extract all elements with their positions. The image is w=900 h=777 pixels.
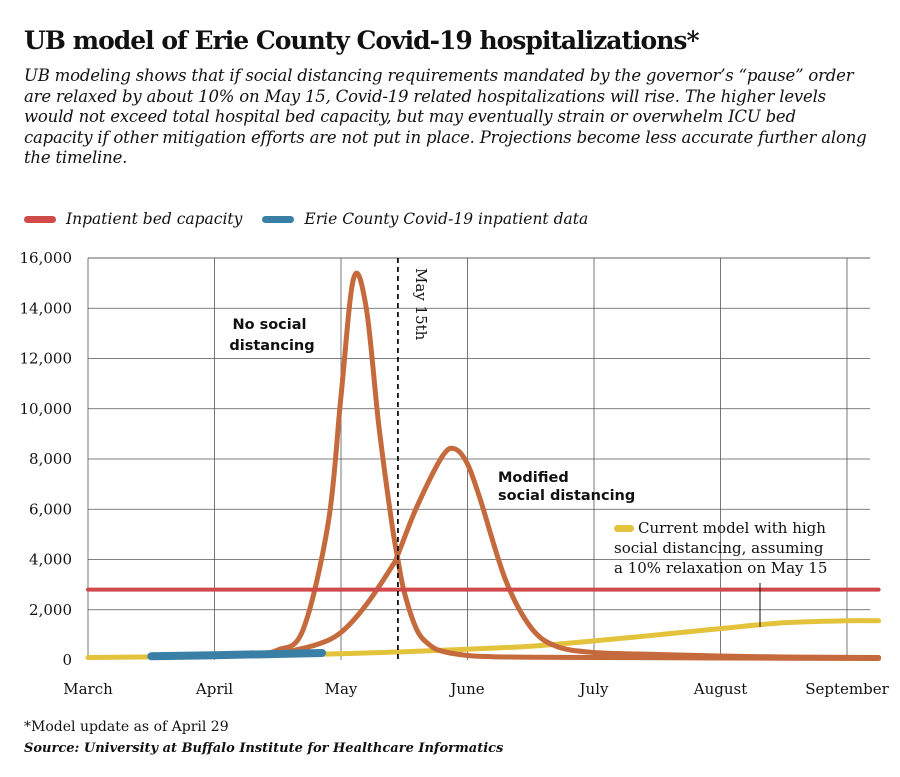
annotation-modified-line1: Modified [498, 470, 569, 486]
series-inpatient-data [147, 649, 326, 661]
x-tick-label: May [325, 680, 358, 698]
x-axis-ticks: March April May June July August September [63, 680, 889, 698]
y-tick-label: 12,000 [20, 350, 73, 368]
legend-label-inpatient-data: Erie County Covid-19 inpatient data [304, 210, 589, 228]
chart-annotations: No social distancing Modified social dis… [229, 268, 831, 627]
annotation-current-model-swatch [614, 525, 634, 532]
legend-swatch-bed-capacity [24, 215, 56, 223]
y-tick-label: 16,000 [20, 249, 73, 267]
chart-grid [87, 257, 870, 660]
series-modified-distancing [275, 445, 882, 660]
annotation-current-model-line3: a 10% relaxation on May 15 [614, 559, 827, 577]
x-tick-label: July [578, 680, 609, 698]
y-tick-label: 6,000 [29, 500, 72, 518]
annotation-no-distancing-line1: No social [232, 317, 306, 333]
y-tick-label: 0 [62, 651, 72, 669]
annotation-current-model: Current model with high social distancin… [614, 519, 831, 577]
x-tick-label: March [63, 680, 113, 698]
chart-series [85, 258, 882, 661]
legend-item-inpatient-data: Erie County Covid-19 inpatient data [262, 210, 588, 228]
annotation-current-model-line2: social distancing, assuming [614, 539, 824, 557]
legend-swatch-inpatient-data [262, 215, 295, 223]
y-tick-label: 14,000 [20, 299, 73, 317]
annotation-current-model-line1: Current model with high [638, 519, 826, 537]
y-tick-label: 2,000 [29, 601, 72, 619]
annotation-no-distancing-line2: distancing [229, 338, 314, 354]
chart-subtitle: UB modeling shows that if social distanc… [24, 66, 867, 167]
x-tick-label: April [195, 680, 233, 698]
y-tick-label: 10,000 [20, 400, 73, 418]
annotation-no-distancing: No social distancing [229, 317, 314, 354]
legend-label-bed-capacity: Inpatient bed capacity [66, 210, 243, 228]
may-15th-label: May 15th [412, 268, 430, 341]
legend-item-bed-capacity: Inpatient bed capacity [24, 210, 242, 228]
annotation-modified-line2: social distancing [498, 488, 635, 504]
x-tick-label: September [805, 680, 889, 698]
x-tick-label: June [448, 680, 484, 698]
chart-title: UB model of Erie County Covid-19 hospita… [24, 26, 700, 55]
y-tick-label: 4,000 [29, 551, 72, 569]
source-credit: Source: University at Buffalo Institute … [24, 741, 504, 756]
y-axis-ticks: 0 2,000 4,000 6,000 8,000 10,000 12,000 14,000 1… [20, 249, 73, 669]
legend: Inpatient bed capacity Erie County Covid… [24, 210, 608, 228]
annotation-modified: Modified social distancing [498, 470, 635, 504]
x-tick-label: August [693, 680, 747, 698]
y-tick-label: 8,000 [29, 450, 72, 468]
footnote: *Model update as of April 29 [24, 719, 229, 735]
series-no-distancing [212, 270, 882, 661]
